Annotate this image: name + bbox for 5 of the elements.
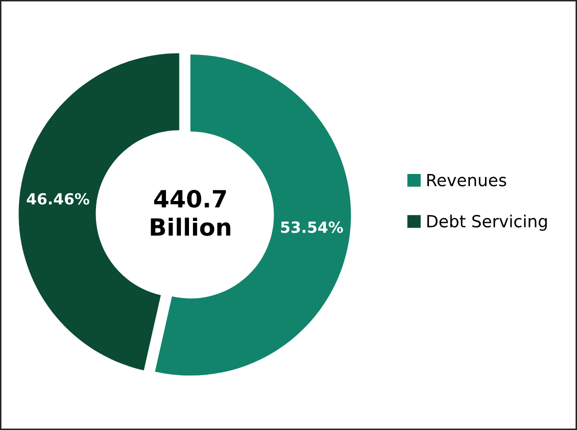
data-label: 46.46% <box>26 193 90 205</box>
data-label: 53.54% <box>281 221 344 233</box>
text: 440.7 Billion <box>150 190 230 236</box>
legend-label: Debt Servicing <box>427 214 547 231</box>
legend-label: Revenues <box>427 174 506 186</box>
